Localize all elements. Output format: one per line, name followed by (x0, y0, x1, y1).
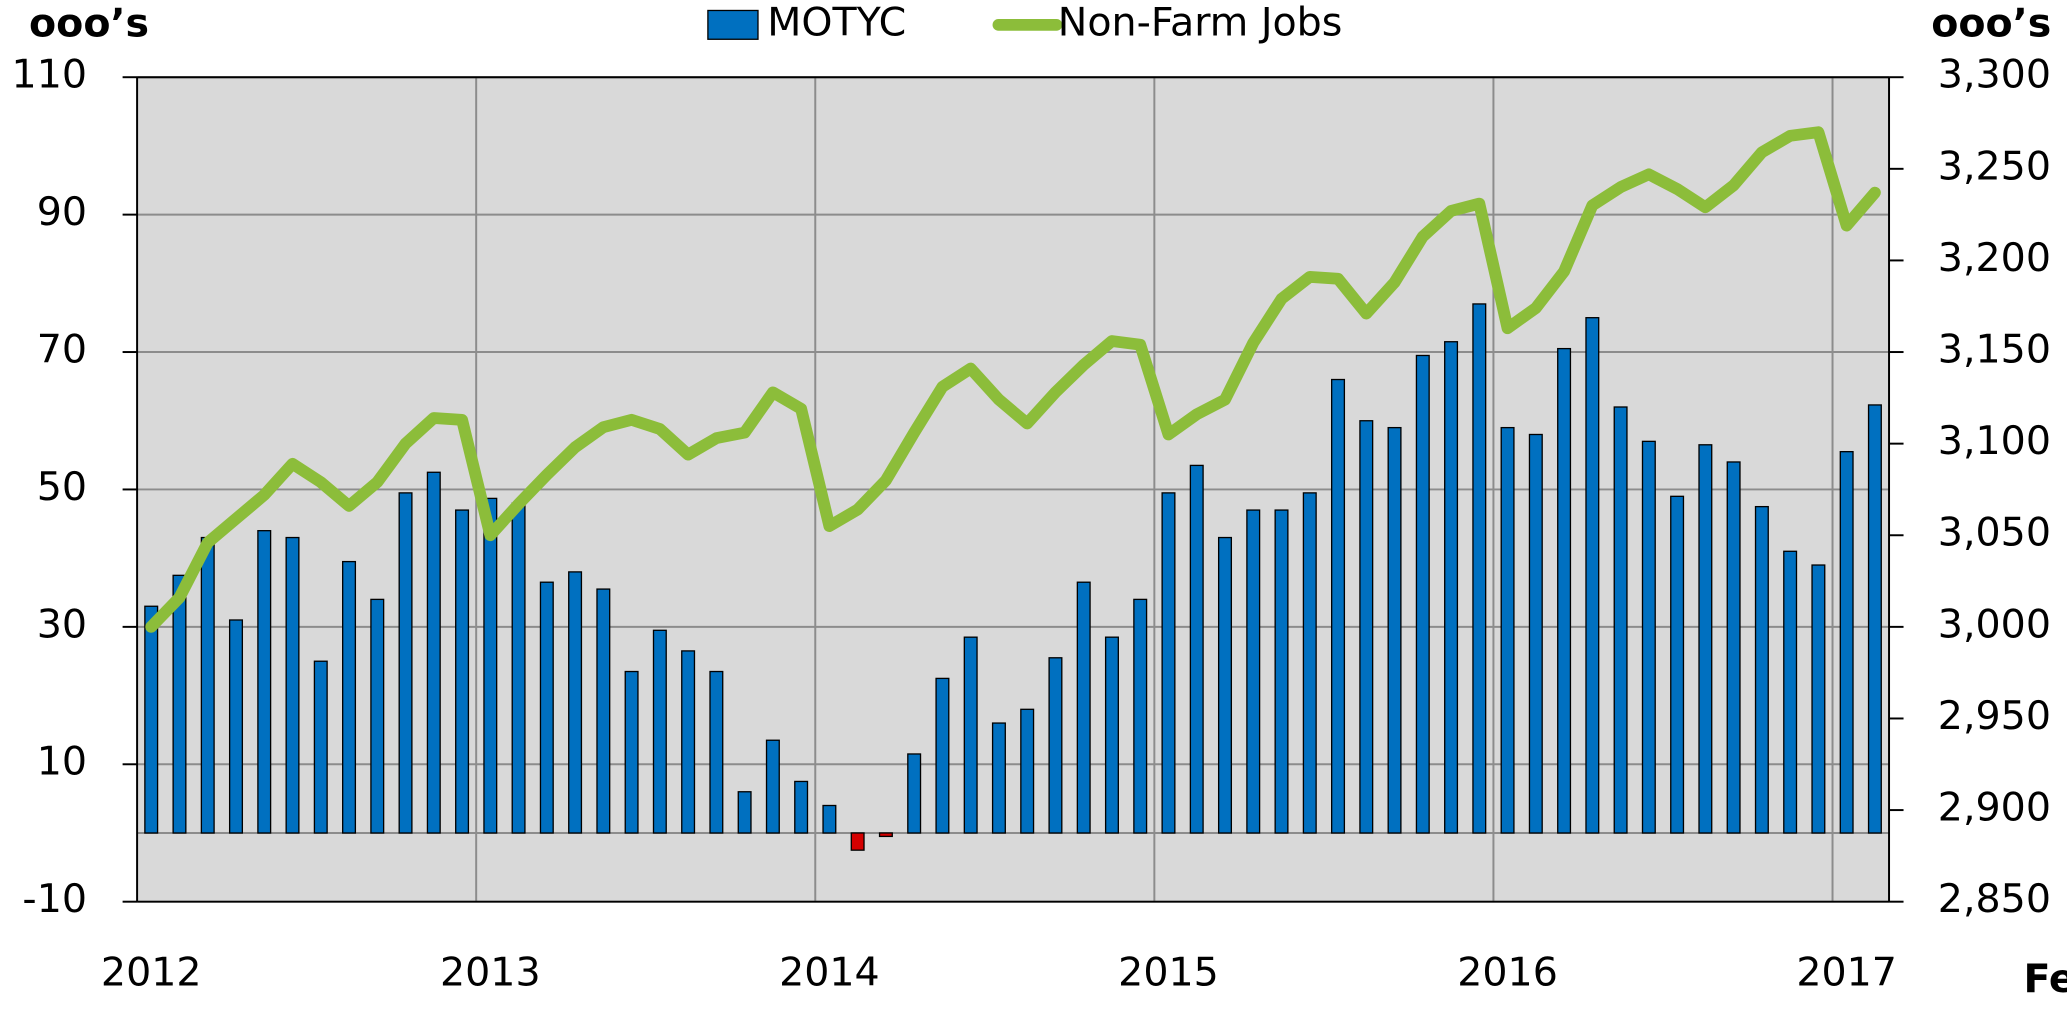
bar (1076, 581, 1091, 834)
bar (709, 670, 724, 834)
bar (1698, 444, 1713, 834)
bar (1811, 564, 1826, 834)
bar (1839, 451, 1854, 834)
chart-layer: 110 90 70 50 30 10 -10 3,300 3,250 3,200 3,150 3,10… (12, 0, 2051, 995)
bar (1585, 317, 1600, 834)
y-tick-label: 110 (12, 52, 87, 98)
bar (1020, 708, 1035, 834)
bar (285, 536, 300, 834)
y2-tick-label: 3,100 (1938, 418, 2051, 464)
bar (426, 471, 441, 834)
bar (794, 780, 809, 834)
y2-tick-label: 3,150 (1938, 327, 2051, 373)
bar (144, 605, 159, 834)
x-tick-label: 2013 (440, 950, 541, 996)
bar (1217, 536, 1233, 834)
annotation: Fe (2023, 956, 2067, 1002)
y2-tick-label: 2,950 (1938, 693, 2051, 739)
bar (963, 636, 978, 834)
x-tick-label: 2015 (1118, 950, 1219, 996)
y2-tick-label: 2,900 (1938, 785, 2051, 831)
bar (935, 677, 950, 834)
bar (1274, 509, 1289, 834)
bar (1444, 341, 1459, 834)
x-tick-label: 2012 (101, 950, 202, 996)
bar (1783, 550, 1798, 834)
bar (1359, 420, 1374, 834)
bar (172, 574, 187, 834)
bar (1670, 495, 1685, 834)
bar (200, 536, 215, 834)
x-tick-label: 2014 (779, 950, 880, 996)
y2-axis-label: ooo’s (1931, 1, 2051, 47)
bar (257, 530, 272, 834)
bar (1472, 303, 1487, 834)
bar (1133, 598, 1148, 834)
bar (737, 791, 752, 834)
y-tick-label: 90 (37, 189, 87, 235)
legend-swatch (707, 9, 759, 40)
bar (568, 571, 583, 834)
bar (1613, 406, 1628, 834)
y2-tick-label: 3,000 (1938, 601, 2051, 647)
bar (822, 804, 837, 834)
bar (1557, 347, 1572, 834)
legend: MOTYC Non-Farm Jobs (707, 0, 1343, 45)
x-tick-label: 2016 (1457, 950, 1558, 996)
bar (1189, 464, 1204, 834)
bar (878, 832, 893, 838)
bar (1048, 657, 1063, 834)
y2-tick-label: 3,250 (1938, 143, 2051, 189)
bar (765, 739, 780, 834)
x-tick-label: 2017 (1796, 950, 1897, 996)
bar (370, 598, 385, 834)
line (145, 126, 1881, 633)
bar (1641, 440, 1656, 834)
bar (1867, 404, 1882, 834)
bar (1246, 509, 1261, 834)
y-tick-label: 30 (37, 601, 87, 647)
bar (1500, 426, 1515, 834)
bar (539, 581, 554, 834)
bar (596, 588, 611, 834)
bar (624, 670, 639, 834)
bar (455, 509, 470, 834)
bar (1331, 378, 1346, 834)
y2-tick-label: 3,300 (1938, 52, 2051, 98)
bar (1302, 492, 1317, 834)
bar (483, 497, 498, 834)
y-tick-label: -10 (22, 876, 87, 922)
y-axis-label: ooo’s (29, 1, 149, 47)
bar (228, 619, 244, 834)
bar (313, 660, 328, 834)
bar (991, 722, 1006, 834)
bar (398, 492, 413, 834)
bar (1387, 426, 1402, 834)
y-tick-label: 50 (37, 464, 87, 510)
bar (1528, 433, 1543, 834)
bar (1104, 636, 1119, 834)
y-tick-label: 10 (37, 739, 87, 785)
bar (342, 560, 357, 834)
bar (681, 650, 696, 834)
bar (1726, 461, 1741, 834)
bar (1161, 492, 1176, 834)
bar (511, 502, 526, 834)
y2-tick-label: 3,200 (1938, 235, 2051, 281)
bar (1415, 354, 1430, 834)
bar (850, 832, 865, 851)
bar (907, 753, 922, 834)
bar (652, 629, 667, 834)
y-tick-label: 70 (37, 327, 87, 373)
legend-label: MOTYC (767, 0, 906, 45)
bar (1754, 505, 1769, 834)
y2-tick-label: 2,850 (1938, 876, 2051, 922)
y2-tick-label: 3,050 (1938, 510, 2051, 556)
legend-label: Non-Farm Jobs (1058, 0, 1343, 45)
